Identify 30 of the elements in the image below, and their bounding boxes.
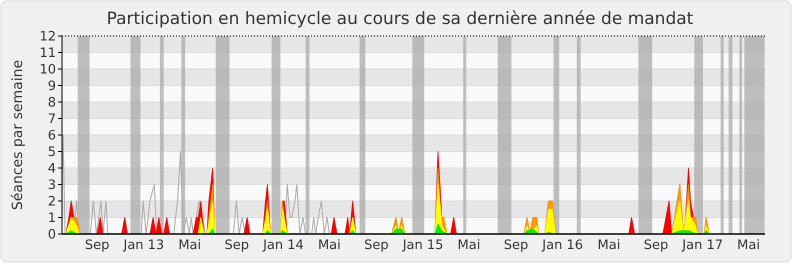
x-tick-label: Jan 16 bbox=[541, 238, 584, 253]
y-tick-label: 4 bbox=[48, 162, 56, 177]
y-tick-label: 6 bbox=[48, 128, 56, 144]
x-tick-label: Mai bbox=[737, 238, 760, 253]
y-tick-label: 9 bbox=[48, 79, 56, 94]
y-tick-label: 7 bbox=[48, 112, 56, 128]
y-tick-label: 12 bbox=[39, 30, 56, 45]
x-tick-label: Mai bbox=[458, 238, 480, 253]
y-tick-label: 0 bbox=[48, 228, 56, 243]
y-tick-label: 8 bbox=[48, 96, 56, 111]
y-tick-label: 3 bbox=[48, 178, 56, 194]
x-tick-label: Sep bbox=[364, 238, 389, 253]
x-tick-label: Jan 17 bbox=[681, 238, 724, 253]
x-tick-label: Sep bbox=[224, 238, 250, 253]
x-tick-label: Jan 14 bbox=[262, 238, 304, 253]
y-axis-title: Séances par semaine bbox=[10, 60, 26, 210]
x-tick-label: Sep bbox=[644, 238, 668, 253]
y-tick-label: 10 bbox=[39, 62, 56, 78]
y-tick-label: 1 bbox=[48, 211, 56, 226]
y-tick-label: 11 bbox=[39, 46, 56, 62]
chart-title: Participation en hemicycle au cours de sa dernière année de mandat bbox=[106, 9, 694, 29]
x-tick-label: Jan 13 bbox=[122, 238, 164, 253]
x-tick-label: Mai bbox=[178, 238, 202, 253]
x-tick-label: Sep bbox=[84, 238, 110, 253]
y-tick-label: 5 bbox=[48, 145, 56, 160]
y-tick-label: 2 bbox=[48, 194, 56, 210]
x-tick-label: Jan 15 bbox=[402, 238, 444, 253]
x-tick-label: Mai bbox=[318, 238, 341, 253]
x-tick-label: Mai bbox=[598, 238, 620, 253]
x-tick-label: Sep bbox=[504, 238, 528, 253]
